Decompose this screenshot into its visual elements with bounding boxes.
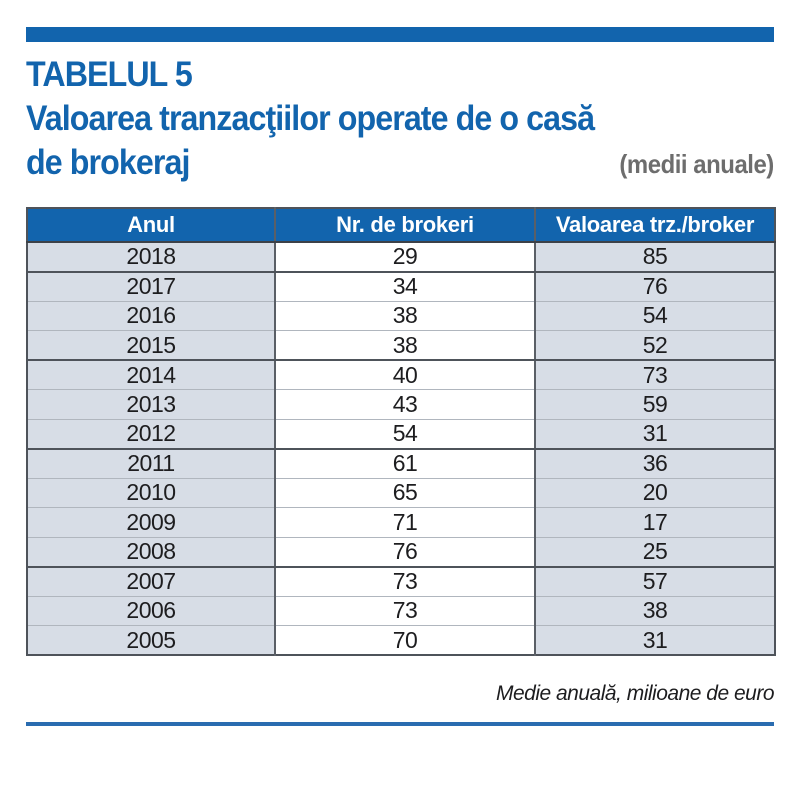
- brokers-cell: 40: [274, 360, 535, 390]
- table-row: 2006 73 38: [27, 596, 775, 626]
- page: TABELUL 5 Valoarea tranzacţiilor operate…: [26, 27, 776, 726]
- brokers-cell: 73: [274, 596, 535, 626]
- brokers-cell: 38: [274, 330, 535, 361]
- year-cell: 2009: [27, 507, 275, 538]
- value-cell: 52: [534, 330, 775, 361]
- value-cell: 25: [534, 537, 775, 568]
- year-cell: 2015: [27, 330, 275, 361]
- year-cell: 2010: [27, 478, 275, 508]
- year-cell: 2016: [27, 301, 275, 331]
- table-row: 2013 43 59: [27, 389, 775, 420]
- year-cell: 2005: [27, 625, 275, 655]
- brokers-cell: 38: [274, 301, 535, 331]
- table-number-label: TABELUL 5: [26, 55, 193, 94]
- brokers-cell: 70: [274, 625, 535, 655]
- bottom-accent-rule: [26, 722, 774, 726]
- value-cell: 73: [534, 360, 775, 390]
- brokers-cell: 73: [274, 566, 535, 597]
- value-cell: 17: [534, 507, 775, 538]
- year-cell: 2014: [27, 360, 275, 390]
- subtitle-medii-anuale: (medii anuale): [619, 149, 775, 179]
- year-cell: 2011: [27, 448, 275, 479]
- table-row: 2012 54 31: [27, 419, 775, 450]
- col-header-nr-de-brokeri: Nr. de brokeri: [274, 208, 535, 243]
- value-cell: 59: [534, 389, 775, 420]
- value-cell: 57: [534, 566, 775, 597]
- table-row: 2011 61 36: [27, 448, 775, 479]
- brokers-cell: 34: [274, 271, 535, 302]
- table-row: 2010 65 20: [27, 478, 775, 508]
- table-row: 2007 73 57: [27, 566, 775, 597]
- year-cell: 2007: [27, 566, 275, 597]
- value-cell: 31: [534, 419, 775, 450]
- title-subtitle-row: de brokeraj (medii anuale): [26, 141, 774, 185]
- brokers-cell: 61: [274, 448, 535, 479]
- year-cell: 2018: [27, 242, 275, 273]
- page-title-line2: de brokeraj: [26, 143, 190, 182]
- year-cell: 2008: [27, 537, 275, 568]
- top-accent-bar: [26, 27, 774, 42]
- table-row: 2015 38 52: [27, 330, 775, 361]
- brokers-cell: 71: [274, 507, 535, 538]
- table-row: 2016 38 54: [27, 301, 775, 331]
- year-cell: 2006: [27, 596, 275, 626]
- value-cell: 85: [534, 242, 775, 273]
- col-header-valoarea-trz-broker: Valoarea trz./broker: [534, 208, 775, 243]
- value-cell: 20: [534, 478, 775, 508]
- value-cell: 36: [534, 448, 775, 479]
- data-table: Anul Nr. de brokeri Valoarea trz./broker…: [26, 207, 776, 656]
- brokers-cell: 65: [274, 478, 535, 508]
- year-cell: 2013: [27, 389, 275, 420]
- value-cell: 76: [534, 271, 775, 302]
- brokers-cell: 29: [274, 242, 535, 273]
- page-title-line1: Valoarea tranzacţiilor operate de o casă: [26, 99, 595, 138]
- brokers-cell: 43: [274, 389, 535, 420]
- footnote: Medie anuală, milioane de euro: [495, 682, 775, 705]
- brokers-cell: 54: [274, 419, 535, 450]
- brokers-cell: 76: [274, 537, 535, 568]
- table-header-row: Anul Nr. de brokeri Valoarea trz./broker: [27, 208, 775, 243]
- year-cell: 2012: [27, 419, 275, 450]
- table-row: 2009 71 17: [27, 507, 775, 538]
- value-cell: 31: [534, 625, 775, 655]
- table-row: 2005 70 31: [27, 625, 775, 655]
- table-row: 2014 40 73: [27, 360, 775, 390]
- value-cell: 38: [534, 596, 775, 626]
- table-row: 2008 76 25: [27, 537, 775, 568]
- table-row: 2017 34 76: [27, 271, 775, 302]
- year-cell: 2017: [27, 271, 275, 302]
- table-body: 2018 29 85 2017 34 76 2016 38 54 2015 38 52 2014 40 73…: [27, 242, 775, 655]
- value-cell: 54: [534, 301, 775, 331]
- col-header-anul: Anul: [27, 208, 275, 243]
- table-row: 2018 29 85: [27, 242, 775, 273]
